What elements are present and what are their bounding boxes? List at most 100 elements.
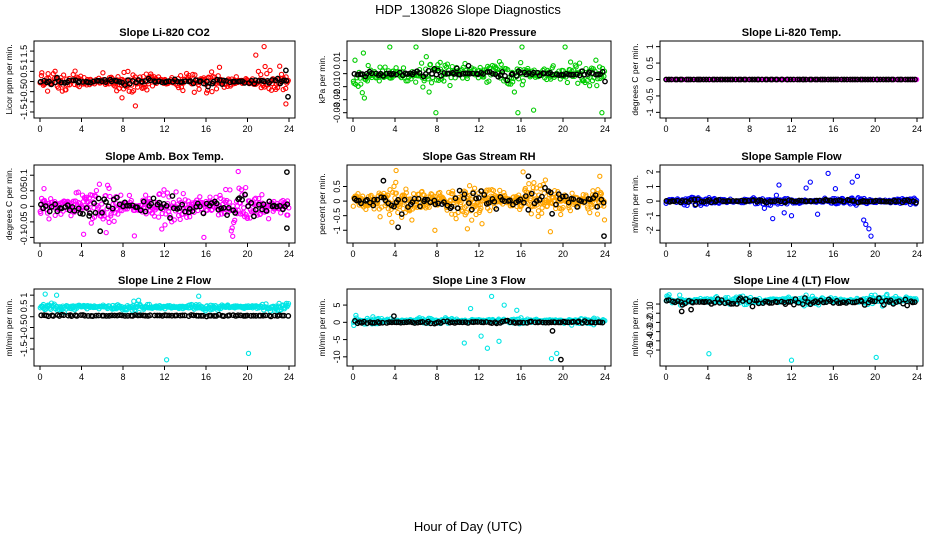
data-point	[838, 197, 844, 204]
data-point	[203, 78, 210, 85]
data-point	[60, 72, 67, 78]
y-tick-label: 0.5	[19, 65, 29, 78]
data-point	[265, 216, 272, 222]
y-tick-label: 0	[19, 314, 29, 319]
data-point	[787, 298, 794, 305]
data-point	[540, 319, 546, 326]
x-axis-label: Hour of Day (UTC)	[414, 519, 522, 534]
data-point	[380, 177, 387, 184]
data-point	[688, 306, 694, 313]
y-tick-label: -1	[332, 226, 342, 234]
y-tick-label: 2	[645, 169, 655, 174]
data-point	[791, 301, 797, 308]
data-point	[116, 312, 123, 318]
data-point	[425, 67, 432, 74]
data-point	[666, 76, 672, 83]
data-point	[501, 189, 507, 196]
data-point	[454, 205, 461, 212]
x-tick-label: 0	[37, 124, 42, 134]
data-point	[180, 87, 186, 94]
y-tick-label: -0.5	[19, 320, 29, 336]
x-tick-label: 0	[663, 372, 668, 382]
data-point	[488, 293, 495, 300]
y-axis-label: ml/min per min.	[630, 298, 640, 356]
data-point	[260, 312, 266, 319]
series-mean	[663, 295, 918, 315]
y-tick-label: -0.5	[645, 88, 655, 104]
data-point	[531, 180, 537, 186]
data-point	[225, 204, 232, 211]
data-point	[191, 89, 197, 95]
data-point	[87, 79, 94, 86]
data-point	[413, 79, 419, 85]
data-point	[371, 319, 378, 326]
x-tick-label: 16	[201, 372, 211, 382]
data-point	[140, 73, 146, 80]
data-point	[788, 357, 795, 363]
y-tick-label: -5	[332, 336, 342, 344]
data-point	[530, 184, 536, 191]
data-point	[266, 80, 272, 86]
data-point	[283, 85, 289, 92]
panel-3: Slope Li-820 Temp. 0 4 8 12 16 20 24 -1 -0.5 0 0.5 1…	[630, 27, 924, 134]
series-mean	[663, 76, 918, 83]
y-axis-label: ml/min per min.	[630, 175, 640, 233]
data-point	[421, 196, 428, 203]
data-point	[501, 302, 507, 308]
data-point	[563, 193, 569, 200]
data-point	[38, 72, 45, 79]
data-point	[92, 192, 98, 198]
data-point	[504, 77, 511, 84]
data-point	[471, 185, 478, 191]
data-point	[182, 197, 188, 203]
data-point	[497, 187, 503, 194]
data-point	[436, 77, 442, 84]
x-tick-label: 8	[120, 372, 125, 382]
data-point	[456, 71, 463, 78]
data-point	[179, 312, 186, 319]
data-point	[885, 198, 892, 205]
data-point	[449, 63, 455, 70]
data-point	[175, 84, 182, 91]
data-point	[163, 78, 170, 85]
data-point	[697, 76, 704, 83]
data-point	[909, 76, 916, 83]
data-point	[493, 206, 500, 212]
data-point	[129, 312, 136, 319]
data-point	[395, 196, 401, 203]
data-point	[913, 199, 919, 206]
data-point	[462, 319, 469, 326]
data-point	[509, 70, 516, 77]
data-point	[374, 196, 381, 203]
data-point	[560, 72, 567, 78]
x-tick-label: 12	[474, 124, 484, 134]
data-point	[166, 312, 173, 319]
data-point	[909, 299, 916, 306]
data-point	[269, 77, 275, 83]
data-point	[758, 197, 765, 204]
data-point	[285, 212, 291, 218]
data-point	[528, 211, 534, 217]
data-point	[250, 213, 257, 220]
data-point	[353, 312, 359, 319]
x-tick-label: 20	[870, 124, 880, 134]
data-point	[283, 169, 290, 176]
data-point	[491, 198, 498, 205]
data-point	[428, 80, 435, 86]
data-point	[72, 68, 78, 74]
data-point	[216, 311, 222, 318]
data-point	[522, 185, 528, 192]
x-tick-label: 24	[600, 372, 610, 382]
data-point	[235, 168, 241, 175]
data-point	[114, 194, 120, 201]
x-tick-label: 4	[79, 124, 84, 134]
x-tick-label: 24	[912, 249, 922, 259]
data-point	[520, 78, 526, 84]
data-point	[243, 184, 249, 191]
data-point	[205, 83, 212, 90]
data-point	[128, 197, 134, 204]
data-point	[260, 201, 267, 208]
data-point	[518, 59, 524, 66]
data-point	[781, 210, 787, 216]
data-point	[395, 319, 402, 326]
